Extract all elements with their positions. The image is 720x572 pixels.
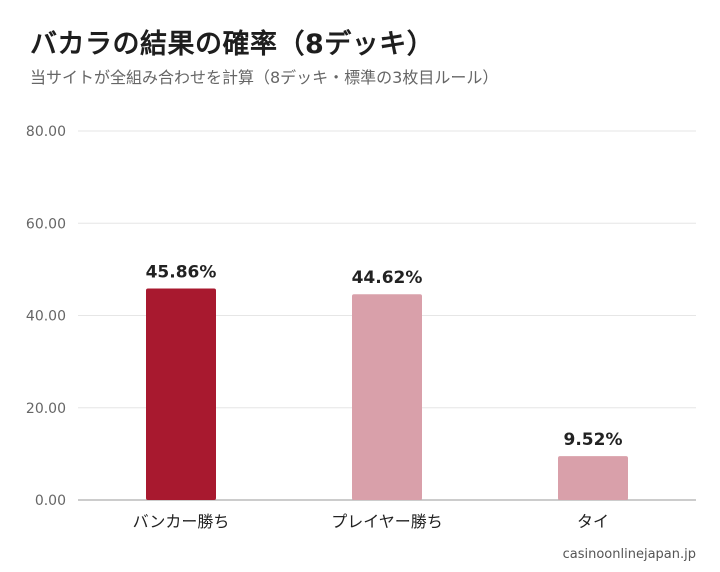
- bar: [558, 456, 628, 500]
- x-tick-label: タイ: [577, 512, 609, 531]
- x-tick-label: バンカー勝ち: [133, 512, 230, 531]
- y-tick-label: 40.00: [26, 309, 66, 325]
- data-label: 9.52%: [564, 430, 623, 450]
- data-label: 45.86%: [146, 262, 217, 282]
- y-tick-label: 0.00: [35, 493, 66, 509]
- bar: [146, 288, 216, 500]
- x-axis: バンカー勝ち プレイヤー勝ち タイ: [133, 512, 609, 531]
- bars: 45.86% 44.62% 9.52%: [146, 262, 628, 500]
- data-label: 44.62%: [352, 268, 423, 288]
- bar: [352, 294, 422, 500]
- chart-subtitle: 当サイトが全組み合わせを計算（8デッキ・標準の3枚目ルール）: [30, 68, 499, 87]
- chart-title: バカラの結果の確率（8デッキ）: [30, 29, 435, 60]
- x-tick-label: プレイヤー勝ち: [331, 512, 443, 531]
- y-tick-label: 80.00: [26, 124, 66, 140]
- y-tick-label: 20.00: [26, 401, 66, 417]
- y-tick-label: 60.00: [26, 216, 66, 232]
- source-credit: casinoonlinejapan.jp: [562, 547, 696, 562]
